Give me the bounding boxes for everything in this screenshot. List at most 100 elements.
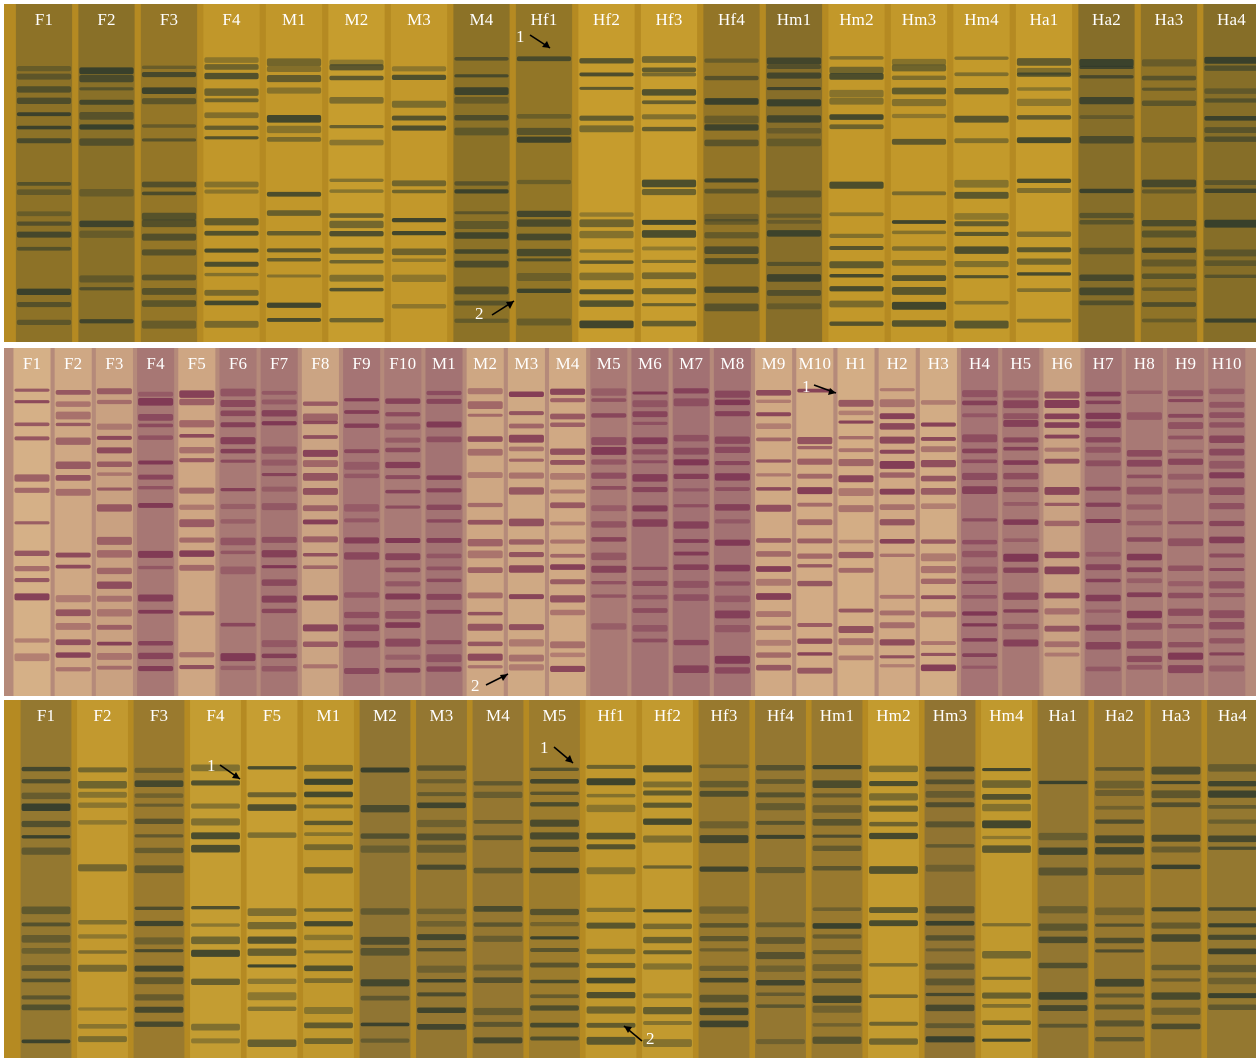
gel-band xyxy=(302,420,338,425)
gel-band xyxy=(1003,538,1039,543)
gel-band xyxy=(643,950,692,955)
lane-label: H6 xyxy=(1051,354,1073,373)
gel-band xyxy=(829,273,884,278)
gel-band xyxy=(673,580,709,588)
gel-band xyxy=(426,553,462,559)
gel-band xyxy=(1151,846,1201,853)
gel-band xyxy=(1208,907,1256,911)
gel-band xyxy=(699,948,749,952)
lane-label: Ha3 xyxy=(1161,706,1191,725)
gel-band xyxy=(982,1038,1031,1042)
gel-band xyxy=(869,920,918,927)
gel-band xyxy=(756,625,792,631)
gel-band xyxy=(673,539,709,543)
lane-label: M3 xyxy=(406,10,432,29)
gel-band xyxy=(673,521,709,529)
gel-band xyxy=(982,835,1031,840)
gel-band xyxy=(473,781,523,786)
gel-band xyxy=(261,640,297,648)
gel-band xyxy=(1003,609,1039,613)
lane-label: Ha2 xyxy=(1105,706,1134,725)
gel-band xyxy=(586,832,636,840)
gel-band xyxy=(16,231,72,238)
gel-band xyxy=(954,320,1009,329)
gel-band xyxy=(756,487,792,491)
gel-band xyxy=(962,566,998,574)
lane-label: F1 xyxy=(36,706,56,725)
gel-band xyxy=(516,127,572,136)
gel-band xyxy=(55,488,91,496)
gel-band xyxy=(1208,923,1256,928)
gel-band xyxy=(982,976,1031,980)
gel-band xyxy=(344,592,380,598)
gel-band xyxy=(1168,435,1204,440)
gel-lane xyxy=(265,4,323,342)
band-marker-1: 1 xyxy=(516,27,525,46)
gel-band xyxy=(204,320,259,328)
gel-band xyxy=(1044,551,1080,559)
lane-label: Hm1 xyxy=(776,10,812,29)
gel-band xyxy=(266,230,322,236)
lane-label: Hf1 xyxy=(530,10,558,29)
gel-band xyxy=(1085,486,1121,491)
gel-band xyxy=(673,434,709,442)
gel-band xyxy=(304,950,353,954)
lane-label: F4 xyxy=(206,706,225,725)
gel-band xyxy=(16,319,72,326)
gel-band xyxy=(141,65,197,70)
gel-band xyxy=(302,552,338,557)
gel-lane xyxy=(260,348,298,696)
gel-band xyxy=(704,213,759,222)
gel-band xyxy=(579,125,634,133)
gel-band xyxy=(391,218,447,223)
gel-band xyxy=(302,641,338,647)
gel-band xyxy=(1126,537,1162,542)
gel-band xyxy=(838,410,874,416)
gel-band xyxy=(925,978,975,986)
gel-band xyxy=(266,87,322,94)
gel-band xyxy=(838,567,874,573)
gel-band xyxy=(1204,318,1256,323)
gel-band xyxy=(329,139,384,146)
gel-band xyxy=(954,300,1009,305)
gel-band xyxy=(220,537,256,546)
gel-band xyxy=(141,181,197,188)
gel-band xyxy=(426,666,462,672)
gel-band xyxy=(756,866,805,874)
gel-band xyxy=(21,965,71,971)
gel-band xyxy=(14,521,50,525)
gel-band xyxy=(508,594,544,600)
gel-band xyxy=(1168,652,1204,660)
gel-band xyxy=(360,845,410,853)
gel-image-top xyxy=(4,4,1256,342)
gel-band xyxy=(385,593,421,600)
gel-band xyxy=(426,578,462,583)
lane-label: Hf4 xyxy=(717,10,746,29)
gel-band xyxy=(1044,391,1080,399)
gel-band xyxy=(530,846,579,852)
gel-band xyxy=(797,487,833,495)
gel-band xyxy=(220,503,256,510)
gel-band xyxy=(1208,781,1256,787)
gel-band xyxy=(704,115,759,124)
gel-band xyxy=(643,790,692,796)
gel-band xyxy=(467,413,503,417)
gel-band xyxy=(643,781,692,788)
gel-band xyxy=(1209,652,1245,656)
gel-band xyxy=(714,460,750,466)
gel-band xyxy=(508,539,544,545)
band-arrow-icon xyxy=(553,746,574,764)
gel-band xyxy=(1003,502,1039,506)
gel-band xyxy=(699,936,749,942)
gel-band xyxy=(766,230,822,237)
gel-band xyxy=(643,909,692,913)
gel-band xyxy=(643,1021,692,1026)
gel-band xyxy=(586,793,636,798)
gel-lane xyxy=(384,348,422,696)
gel-band xyxy=(385,447,421,453)
gel-band xyxy=(756,992,805,996)
gel-band xyxy=(954,115,1009,123)
gel-band xyxy=(179,398,215,406)
gel-band xyxy=(1126,578,1162,584)
gel-band xyxy=(261,536,297,543)
